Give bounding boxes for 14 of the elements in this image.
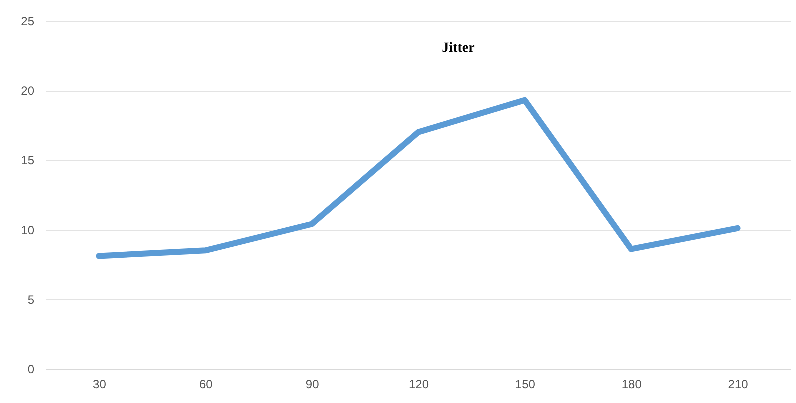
- y-tick-label: 25: [21, 14, 35, 28]
- x-tick-label: 150: [515, 378, 536, 392]
- x-tick-label: 210: [728, 378, 749, 392]
- x-tick-label: 60: [199, 378, 214, 392]
- x-tick-label: 120: [408, 378, 430, 392]
- x-tick-label: 30: [93, 378, 107, 392]
- y-tick-label: 15: [21, 154, 35, 168]
- y-tick-label: 0: [28, 362, 35, 376]
- x-tick-label: 90: [306, 378, 320, 392]
- y-tick-label: 5: [28, 292, 35, 307]
- text: Jitter: [442, 41, 475, 56]
- x-tick-label: 180: [622, 378, 642, 392]
- y-tick-label: 10: [21, 223, 35, 238]
- y-tick-label: 20: [21, 84, 35, 98]
